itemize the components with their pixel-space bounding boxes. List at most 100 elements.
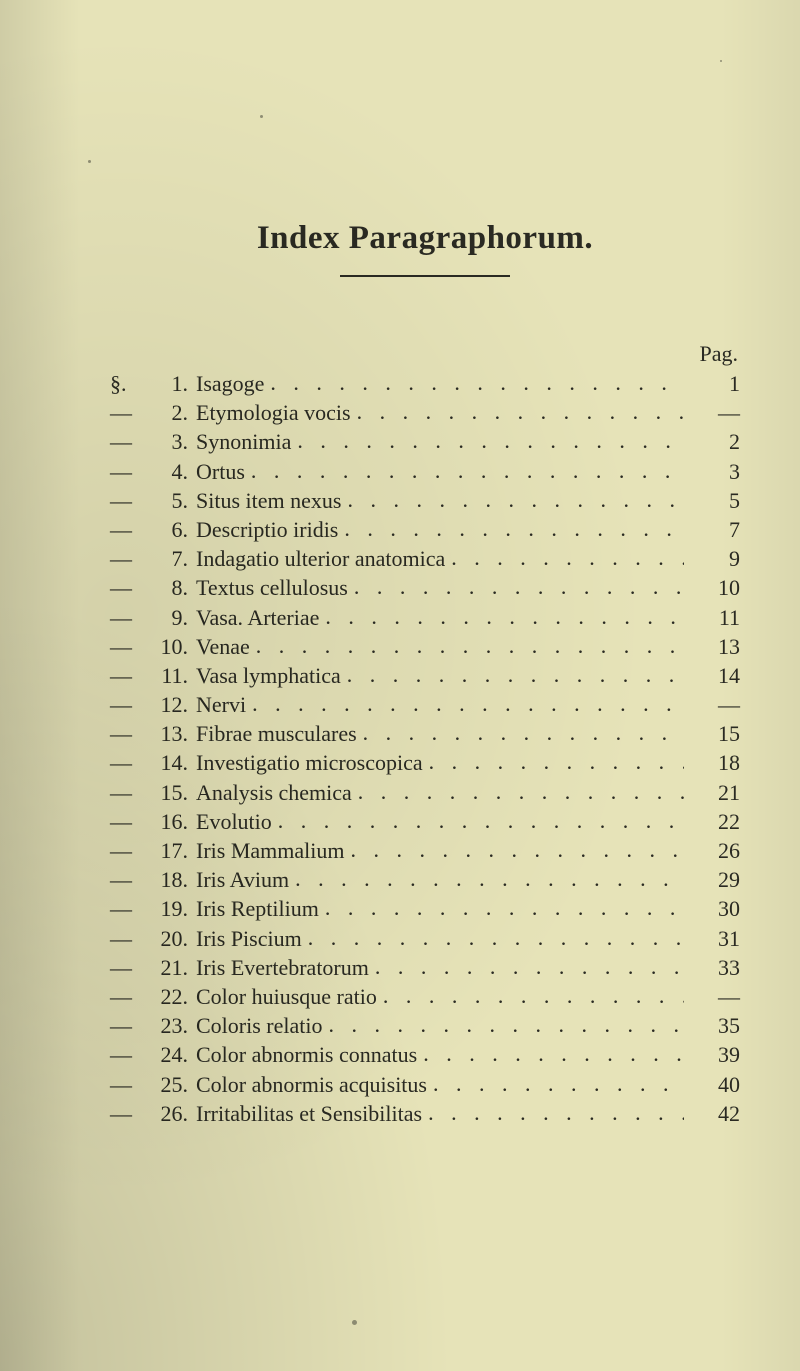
index-row: —16.Evolutio 22 [110,811,740,833]
entry-page: 11 [684,607,740,629]
entry-label: Iris Piscium [196,928,308,950]
entry-marker: — [110,1015,156,1037]
index-row: —12.Nervi— [110,694,740,716]
entry-marker: — [110,840,156,862]
entry-number: 16. [156,811,196,833]
entry-number: 10. [156,636,196,658]
index-row: —20.Iris Piscium31 [110,928,740,950]
entry-marker: — [110,694,156,716]
entry-page: 22 [684,811,740,833]
entry-label: Irritabilitas et Sensibilitas [196,1103,428,1125]
index-row: —22.Color huiusque ratio— [110,986,740,1008]
dot-leader [325,897,684,919]
index-row: —18.Iris Avium29 [110,869,740,891]
entry-label: Vasa. Arteriae [196,607,325,629]
page-title: Index Paragraphorum. [110,220,740,257]
entry-page: 15 [684,723,740,745]
entry-marker: — [110,752,156,774]
dot-leader [428,1102,684,1124]
entry-label: Coloris relatio [196,1015,328,1037]
entry-number: 1. [156,373,196,395]
entry-page: 9 [684,548,740,570]
index-row: —26.Irritabilitas et Sensibilitas42 [110,1103,740,1125]
entry-label: Iris Avium [196,869,295,891]
entry-marker: — [110,1074,156,1096]
entry-number: 13. [156,723,196,745]
dot-leader [358,781,684,803]
entry-marker: §. [110,373,156,395]
index-row: —2.Etymologia vocis— [110,402,740,424]
dot-leader [328,1014,684,1036]
index-list: Pag. §.1.Isagoge1—2.Etymologia vocis——3.… [110,341,740,1125]
entry-page: 1 [684,373,740,395]
dot-leader [350,839,684,861]
entry-label: Iris Mammalium [196,840,350,862]
entry-label: Ortus [196,461,251,483]
entry-label: Descriptio iridis [196,519,344,541]
entry-number: 25. [156,1074,196,1096]
index-row: —19.Iris Reptilium30 [110,898,740,920]
artifact-speck [352,1320,357,1325]
entry-page: 31 [684,928,740,950]
entry-label: Investigatio microscopica [196,752,429,774]
entry-label: Isagoge [196,373,270,395]
entry-label: Textus cellulosus [196,577,354,599]
index-row: —6.Descriptio iridis7 [110,519,740,541]
entry-number: 18. [156,869,196,891]
dot-leader [423,1043,684,1065]
entry-number: 24. [156,1044,196,1066]
entry-number: 21. [156,957,196,979]
dot-leader [297,430,684,452]
entry-marker: — [110,811,156,833]
index-row: —15.Analysis chemica21 [110,782,740,804]
entry-number: 7. [156,548,196,570]
entry-page: — [684,986,740,1008]
entry-page: 2 [684,431,740,453]
index-row: —17.Iris Mammalium 26 [110,840,740,862]
entry-number: 17. [156,840,196,862]
entry-number: 19. [156,898,196,920]
index-row: —25.Color abnormis acquisitus40 [110,1074,740,1096]
dot-leader [308,927,684,949]
dot-leader [344,518,684,540]
entry-marker: — [110,869,156,891]
entry-number: 2. [156,402,196,424]
dot-leader [375,956,684,978]
entry-number: 20. [156,928,196,950]
entry-label: Nervi [196,694,252,716]
entry-label: Venae [196,636,256,658]
entry-page: — [684,402,740,424]
entry-page: 14 [684,665,740,687]
entry-page: 21 [684,782,740,804]
dot-leader [295,868,684,890]
entry-marker: — [110,957,156,979]
entry-number: 8. [156,577,196,599]
entry-marker: — [110,665,156,687]
entry-marker: — [110,519,156,541]
entry-page: 26 [684,840,740,862]
index-row: —9.Vasa. Arteriae11 [110,607,740,629]
entry-page: 3 [684,461,740,483]
dot-leader [270,372,684,394]
index-row: —10.Venae13 [110,636,740,658]
entry-marker: — [110,577,156,599]
entry-label: Evolutio [196,811,278,833]
entry-label: Situs item nexus [196,490,347,512]
entry-label: Iris Reptilium [196,898,325,920]
dot-leader [256,635,684,657]
entry-number: 4. [156,461,196,483]
entry-marker: — [110,898,156,920]
horizontal-rule [340,275,510,277]
entry-marker: — [110,431,156,453]
dot-leader [278,810,684,832]
dot-leader [429,751,684,773]
entry-page: 5 [684,490,740,512]
index-row: —3.Synonimia2 [110,431,740,453]
dot-leader [363,722,684,744]
entry-label: Synonimia [196,431,297,453]
index-row: —13.Fibrae musculares15 [110,723,740,745]
entry-page: 40 [684,1074,740,1096]
index-row: —24.Color abnormis connatus39 [110,1044,740,1066]
entry-number: 9. [156,607,196,629]
dot-leader [252,693,684,715]
